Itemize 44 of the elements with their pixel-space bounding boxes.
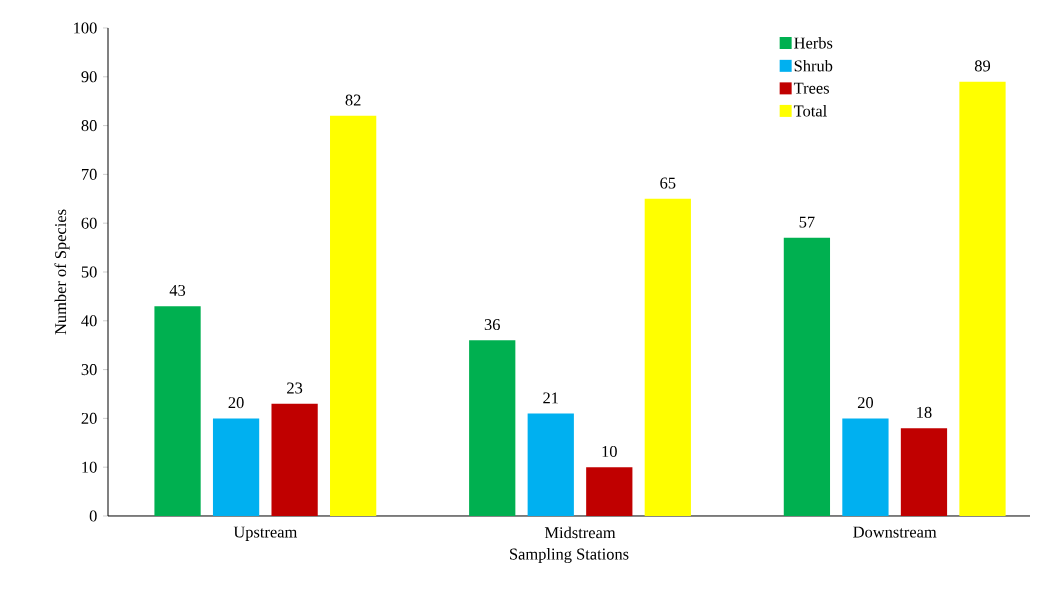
y-tick-label: 20 (81, 412, 97, 424)
bar (842, 418, 889, 516)
data-label: 89 (974, 60, 991, 72)
legend-label: Herbs (794, 37, 833, 49)
data-label: 36 (484, 319, 500, 331)
data-label: 43 (169, 284, 186, 296)
y-tick-label: 100 (74, 22, 97, 34)
y-tick-label: 10 (82, 461, 97, 473)
y-tick-label: 80 (81, 120, 97, 132)
bar (212, 418, 260, 516)
legend-label: Shrub (794, 59, 833, 72)
data-label: 20 (857, 397, 874, 409)
bar (959, 81, 1006, 516)
bar (330, 115, 377, 516)
data-label: 57 (799, 216, 815, 228)
y-tick-label: 50 (81, 266, 97, 278)
data-label: 10 (602, 445, 617, 457)
bar (154, 306, 201, 516)
bar (469, 340, 516, 516)
bar (900, 428, 948, 516)
data-label: 65 (660, 177, 676, 189)
data-label: 82 (345, 94, 361, 106)
x-axis-title: Sampling Stations (510, 548, 629, 564)
bar (783, 237, 831, 516)
x-tick-label: Upstream (233, 526, 298, 541)
y-tick-label: 30 (81, 364, 97, 376)
bar (271, 403, 318, 516)
y-tick-label: 0 (89, 510, 97, 522)
x-tick-label: Midstream (544, 526, 616, 539)
data-label: 21 (543, 392, 558, 404)
data-label: 20 (228, 397, 244, 409)
x-tick-label: Downstream (853, 526, 937, 538)
y-tick-label: 70 (81, 168, 97, 180)
y-tick-label: 90 (81, 71, 97, 83)
bar (644, 198, 691, 516)
y-tick-label: 40 (81, 315, 97, 327)
bar (586, 467, 633, 516)
legend-label: Total (793, 104, 827, 117)
legend-label: Trees (793, 82, 829, 94)
bar (527, 413, 574, 516)
data-label: 23 (287, 382, 303, 394)
data-label: 18 (917, 406, 932, 418)
y-tick-label: 60 (81, 217, 97, 229)
y-axis-title: Number of Species (54, 209, 70, 335)
